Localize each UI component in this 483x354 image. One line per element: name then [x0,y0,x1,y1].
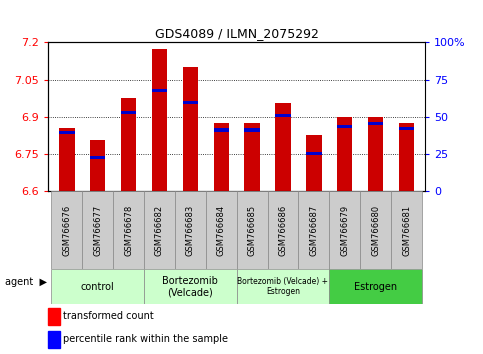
Bar [368,117,384,191]
Bar [244,123,260,191]
Bar [399,127,414,131]
FancyBboxPatch shape [268,191,298,269]
Text: GSM766680: GSM766680 [371,205,380,256]
FancyBboxPatch shape [329,269,422,304]
Bar [121,98,136,191]
FancyBboxPatch shape [51,269,144,304]
Text: percentile rank within the sample: percentile rank within the sample [63,335,228,344]
Bar [213,123,229,191]
Text: Estrogen: Estrogen [354,282,397,292]
FancyBboxPatch shape [329,191,360,269]
Bar [59,128,74,191]
FancyBboxPatch shape [175,191,206,269]
Title: GDS4089 / ILMN_2075292: GDS4089 / ILMN_2075292 [155,27,319,40]
Text: GSM766687: GSM766687 [310,205,318,256]
FancyBboxPatch shape [391,191,422,269]
Text: GSM766683: GSM766683 [186,205,195,256]
Bar [152,49,167,191]
Bar [306,152,322,155]
Bar [368,122,384,125]
Bar [183,101,198,104]
Bar [275,103,291,191]
FancyBboxPatch shape [206,191,237,269]
Bar [275,114,291,117]
Text: GSM766685: GSM766685 [248,205,256,256]
Bar [48,308,59,325]
Bar [306,135,322,191]
Text: Bortezomib
(Velcade): Bortezomib (Velcade) [162,276,218,298]
Bar [337,117,353,191]
FancyBboxPatch shape [51,191,82,269]
Text: GSM766676: GSM766676 [62,205,71,256]
FancyBboxPatch shape [360,191,391,269]
Bar [244,129,260,132]
Text: GSM766678: GSM766678 [124,205,133,256]
FancyBboxPatch shape [237,191,268,269]
Text: GSM766686: GSM766686 [279,205,287,256]
Text: agent  ▶: agent ▶ [5,277,47,287]
Bar [337,125,353,128]
Text: control: control [81,282,114,292]
Bar [183,67,198,191]
Bar [90,141,105,191]
Text: Bortezomib (Velcade) +
Estrogen: Bortezomib (Velcade) + Estrogen [238,277,328,296]
Text: GSM766682: GSM766682 [155,205,164,256]
Bar [90,156,105,159]
Bar [152,89,167,92]
Text: transformed count: transformed count [63,312,154,321]
Text: GSM766677: GSM766677 [93,205,102,256]
Text: GSM766681: GSM766681 [402,205,411,256]
Bar [121,111,136,114]
Bar [399,123,414,191]
Text: GSM766679: GSM766679 [340,205,349,256]
Bar [59,131,74,134]
Bar [48,331,59,348]
Bar [213,129,229,132]
Text: GSM766684: GSM766684 [217,205,226,256]
FancyBboxPatch shape [298,191,329,269]
FancyBboxPatch shape [113,191,144,269]
FancyBboxPatch shape [144,269,237,304]
FancyBboxPatch shape [237,269,329,304]
FancyBboxPatch shape [82,191,113,269]
FancyBboxPatch shape [144,191,175,269]
